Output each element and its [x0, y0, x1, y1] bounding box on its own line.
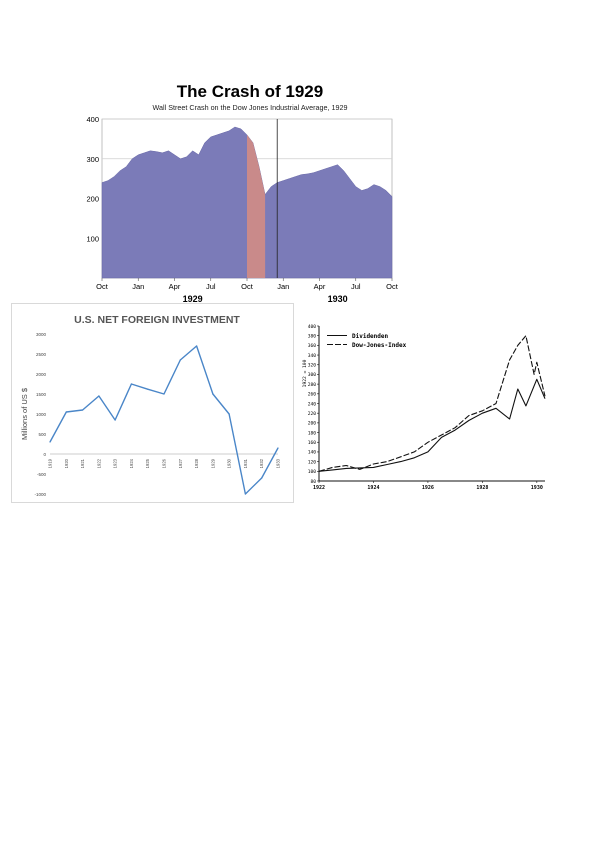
chart-title: The Crash of 1929 [177, 82, 323, 101]
data-point [212, 393, 214, 395]
data-point [65, 411, 67, 413]
y-tick-label: 340 [308, 353, 317, 359]
data-point [277, 447, 279, 449]
crash-chart-svg: The Crash of 1929 Wall Street Crash on th… [86, 82, 399, 304]
x-tick-label: 1928 [476, 485, 488, 491]
y-tick-label: 260 [308, 392, 317, 398]
x-tick-label: 1932 [259, 458, 264, 468]
x-tick-label: Oct [96, 282, 109, 291]
x-tick-label: 1924 [129, 458, 134, 468]
dividends-dow-chart-svg: 400 380 360 340 320 300 280 260 240 220 200 180 160 1… [302, 324, 546, 491]
x-tick-label: 1930 [227, 458, 232, 468]
x-tick-label: Jan [132, 282, 144, 291]
data-point [261, 477, 263, 479]
y-tick-label: 360 [308, 343, 317, 349]
x-tick-label: 1924 [367, 485, 379, 491]
x-tick-label: 1930 [531, 485, 543, 491]
legend-label: Dividenden [352, 333, 389, 340]
x-tick-label: 1922 [313, 485, 325, 491]
y-tick-label: 500 [38, 432, 46, 437]
y-tick-label: 0 [43, 452, 46, 457]
series-line-dividenden [318, 378, 546, 472]
data-point [163, 393, 165, 395]
x-tick-label: Jul [351, 282, 361, 291]
legend-label: Dow-Jones-Index [352, 342, 407, 349]
y-tick-label: 2000 [36, 372, 47, 377]
x-tick-label: 1923 [113, 458, 118, 468]
x-tick-label: 1920 [64, 458, 69, 468]
y-tick-label: 100 [308, 469, 317, 475]
x-tick-label: Jan [277, 282, 289, 291]
y-tick-label: 120 [308, 459, 317, 465]
y-tick-label: 3000 [36, 332, 47, 337]
y-tick-label: 400 [86, 115, 99, 124]
y-tick-label: 1000 [36, 412, 47, 417]
crash-1929-chart: The Crash of 1929 Wall Street Crash on th… [80, 78, 410, 308]
x-tick-label: 1921 [80, 458, 85, 468]
series-line-dow-jones-index [318, 335, 546, 472]
x-tick-label: 1927 [178, 458, 183, 468]
y-axis-label: Millions of US $ [20, 387, 29, 440]
crash-highlight [247, 134, 266, 278]
y-tick-label: 240 [308, 401, 317, 407]
x-tick-label: Oct [241, 282, 254, 291]
y-tick-label: 1500 [36, 392, 47, 397]
y-tick-label: 220 [308, 411, 317, 417]
y-tick-label: 280 [308, 382, 317, 388]
x-tick-label: Apr [314, 282, 326, 291]
x-tick-label: Oct [386, 282, 399, 291]
y-tick-label: 100 [86, 234, 99, 243]
y-tick-label: 400 [308, 324, 317, 330]
data-point [130, 383, 133, 385]
y-tick-label: 320 [308, 363, 317, 369]
x-tick-label: 1926 [162, 458, 167, 468]
data-point [228, 413, 230, 415]
year-label: 1930 [328, 294, 348, 304]
x-tick-label: 1931 [243, 458, 248, 468]
y-tick-label: -1000 [34, 492, 46, 497]
y-axis-label: 1922 = 100 [302, 359, 308, 387]
data-point [81, 409, 84, 411]
data-point [114, 419, 116, 421]
foreign-investment-chart-svg: U.S. NET FOREIGN INVESTMENT Millions of U… [20, 314, 281, 497]
y-tick-label: 200 [308, 421, 317, 427]
data-point [49, 441, 51, 443]
x-tick-label: 1929 [210, 458, 215, 468]
x-tick-label: 1919 [48, 458, 53, 468]
data-point [244, 493, 247, 495]
x-tick-label: Apr [169, 282, 181, 291]
y-tick-label: 300 [308, 372, 317, 378]
y-tick-label: -500 [37, 472, 47, 477]
y-tick-label: 380 [308, 333, 317, 339]
data-point [98, 395, 100, 397]
y-tick-label: 2500 [36, 352, 47, 357]
data-point [179, 359, 181, 361]
data-point [195, 345, 198, 347]
y-tick-label: 160 [308, 440, 317, 446]
x-tick-label: 1933 [276, 458, 281, 468]
y-tick-label: 140 [308, 450, 317, 456]
x-tick-label: 1925 [145, 458, 150, 468]
y-tick-label: 180 [308, 430, 317, 436]
x-tick-label: Jul [206, 282, 216, 291]
y-tick-label: 300 [86, 155, 99, 164]
year-label: 1929 [183, 294, 203, 304]
x-tick-label: 1928 [194, 458, 199, 468]
chart-title: U.S. NET FOREIGN INVESTMENT [74, 314, 240, 326]
dividends-dow-jones-chart: 400 380 360 340 320 300 280 260 240 220 200 180 160 1… [300, 318, 552, 498]
x-tick-label: 1926 [422, 485, 434, 491]
y-tick-label: 200 [86, 195, 99, 204]
data-point [147, 388, 149, 390]
chart-subtitle: Wall Street Crash on the Dow Jones Indus… [153, 103, 348, 112]
y-tick-label: 80 [310, 479, 316, 485]
net-foreign-investment-chart: U.S. NET FOREIGN INVESTMENT Millions of U… [11, 303, 294, 503]
net-foreign-investment-line [49, 345, 279, 495]
x-tick-label: 1922 [96, 458, 101, 468]
